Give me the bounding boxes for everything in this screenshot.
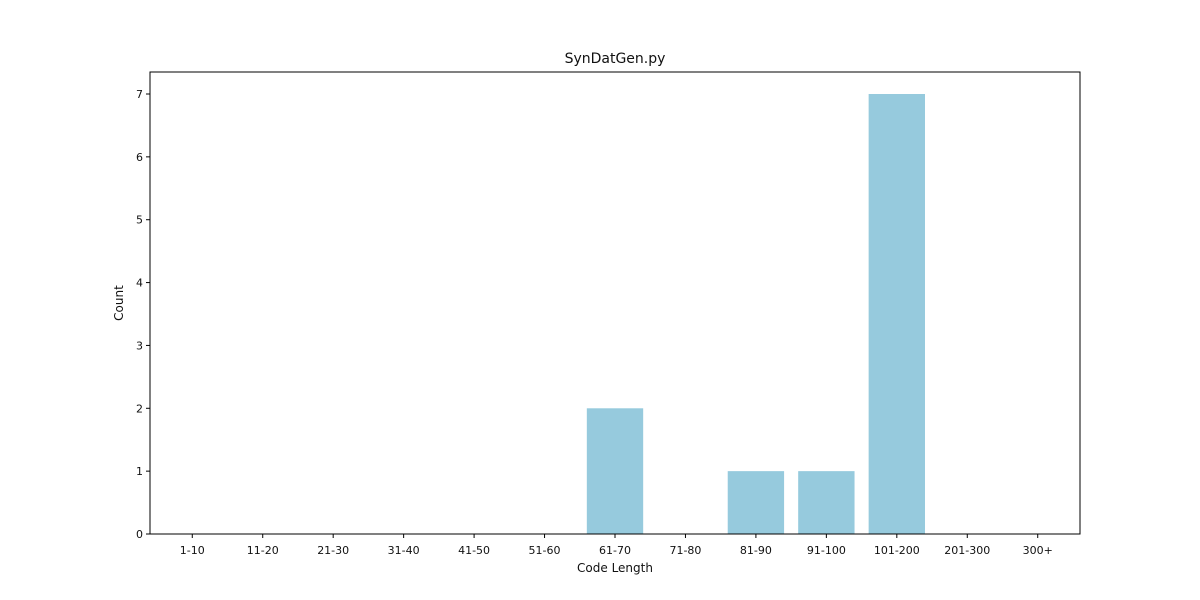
y-tick-label: 7 <box>136 88 143 101</box>
x-tick-label: 41-50 <box>458 544 490 557</box>
y-tick-label: 6 <box>136 151 143 164</box>
bar-91-100 <box>798 471 855 534</box>
x-tick-label: 31-40 <box>388 544 420 557</box>
y-tick-label: 4 <box>136 277 143 290</box>
bar-81-90 <box>727 471 785 534</box>
y-tick-label: 0 <box>136 528 143 541</box>
bar-101-200 <box>868 94 925 534</box>
y-tick-label: 5 <box>136 214 143 227</box>
chart-title: SynDatGen.py <box>565 51 666 67</box>
x-tick-label: 51-60 <box>529 544 561 557</box>
x-tick-label: 201-300 <box>944 544 990 557</box>
x-tick-label: 1-10 <box>180 544 205 557</box>
y-tick-label: 3 <box>136 339 143 352</box>
x-tick-label: 300+ <box>1023 544 1053 557</box>
x-tick-label: 11-20 <box>247 544 279 557</box>
bars-layer <box>586 94 925 534</box>
x-tick-label: 71-80 <box>669 544 701 557</box>
x-tick-label: 81-90 <box>740 544 772 557</box>
y-tick-label: 2 <box>136 402 143 415</box>
x-axis-ticks: 1-10 11-20 21-30 31-40 41-50 51-60 61-70 71-80 8… <box>180 534 1053 557</box>
bar-61-70 <box>586 408 644 534</box>
y-axis-label: Count <box>112 285 126 321</box>
x-tick-label: 61-70 <box>599 544 631 557</box>
x-tick-label: 101-200 <box>874 544 920 557</box>
x-tick-label: 91-100 <box>807 544 846 557</box>
x-tick-label: 21-30 <box>317 544 349 557</box>
y-axis-ticks: 0 1 2 3 4 5 6 7 <box>136 88 150 541</box>
y-tick-label: 1 <box>136 465 143 478</box>
x-axis-label: Code Length <box>577 561 653 575</box>
